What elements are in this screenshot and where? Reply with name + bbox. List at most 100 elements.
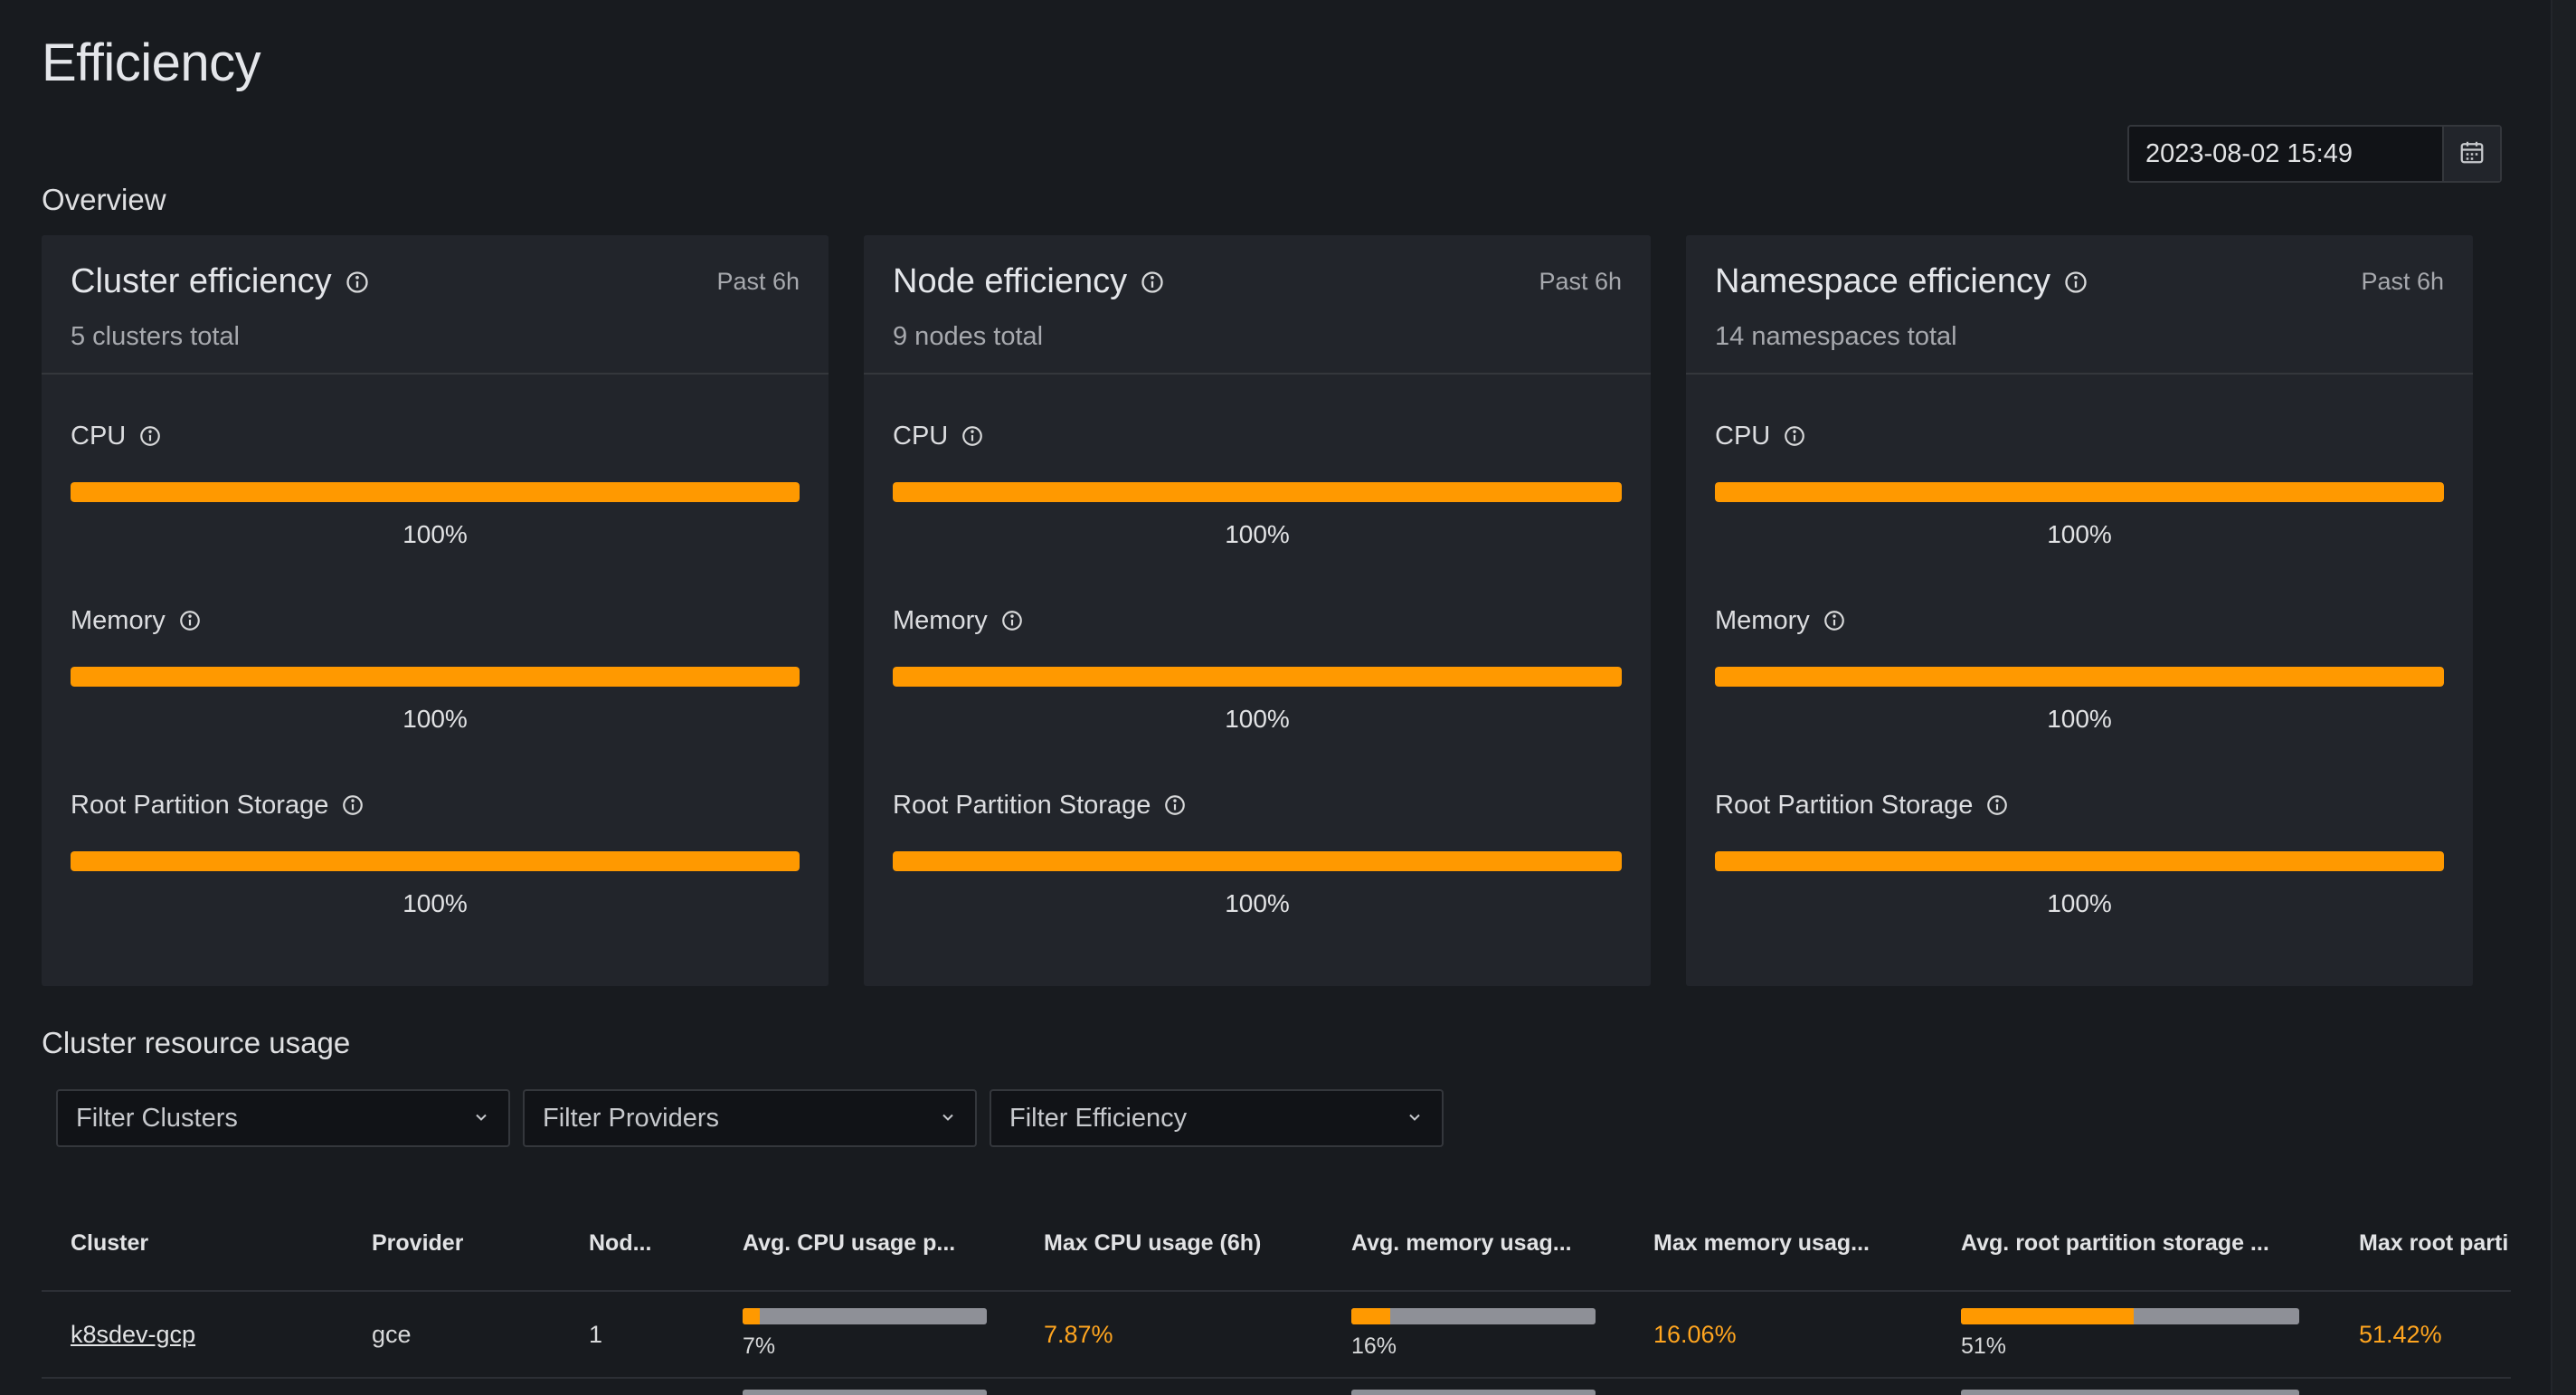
column-header-avg-cpu[interactable]: Avg. CPU usage p... xyxy=(743,1230,956,1256)
metric-label-row: CPU xyxy=(71,422,800,451)
metric-bar-fill xyxy=(893,851,1622,871)
metric-bar xyxy=(1715,851,2444,871)
metric-bar-fill xyxy=(1715,851,2444,871)
metric-label: Memory xyxy=(893,606,988,635)
metric-value: 100% xyxy=(2047,705,2112,733)
nodes-cell: 1 xyxy=(589,1321,603,1348)
column-header-provider[interactable]: Provider xyxy=(372,1230,464,1256)
node-efficiency-card: Node efficiency Past 6h 9 nodes total CP… xyxy=(864,235,1651,986)
card-subtitle: 14 namespaces total xyxy=(1715,322,1957,351)
card-title-row: Node efficiency xyxy=(893,262,1165,301)
avg-memory-value: 16% xyxy=(1351,1333,1397,1359)
info-icon[interactable] xyxy=(1000,609,1026,634)
card-header: Namespace efficiency Past 6h 14 namespac… xyxy=(1686,235,2473,375)
avg-root-storage-bar xyxy=(1961,1308,2299,1324)
metric-bar xyxy=(893,667,1622,687)
metric-bar xyxy=(1715,482,2444,502)
namespace-efficiency-card: Namespace efficiency Past 6h 14 namespac… xyxy=(1686,235,2473,986)
max-root-storage-value: 51.42% xyxy=(2359,1321,2442,1348)
avg-cpu-bar-fill xyxy=(743,1308,760,1324)
column-header-avg-root-storage[interactable]: Avg. root partition storage ... xyxy=(1961,1230,2269,1256)
info-icon[interactable] xyxy=(138,424,164,450)
metric-label-row: CPU xyxy=(893,422,1622,451)
avg-cpu-bar xyxy=(743,1390,987,1395)
column-header-avg-memory[interactable]: Avg. memory usag... xyxy=(1351,1230,1572,1256)
chevron-down-icon xyxy=(472,1104,490,1134)
avg-memory-bar xyxy=(1351,1308,1596,1324)
metric-bar-fill xyxy=(71,482,800,502)
metric-label-row: Memory xyxy=(71,606,800,636)
info-icon[interactable] xyxy=(1163,793,1189,819)
page-title: Efficiency xyxy=(42,33,261,92)
avg-root-storage-bar-fill xyxy=(1961,1308,2134,1324)
column-header-max-root-storage[interactable]: Max root parti xyxy=(2359,1230,2509,1256)
metric-bar-fill xyxy=(893,482,1622,502)
metric-bar-fill xyxy=(893,667,1622,687)
cpu-metric: CPU 100% xyxy=(1715,422,2444,549)
column-header-cluster[interactable]: Cluster xyxy=(71,1230,149,1256)
cpu-metric: CPU 100% xyxy=(893,422,1622,549)
max-memory-value: 16.06% xyxy=(1653,1321,1737,1348)
metric-bar xyxy=(71,482,800,502)
next-table-row-partial xyxy=(42,1381,2511,1395)
metric-label-row: Root Partition Storage xyxy=(71,791,800,821)
memory-metric: Memory 100% xyxy=(893,606,1622,734)
metric-bar xyxy=(893,482,1622,502)
metric-label: CPU xyxy=(1715,422,1771,451)
metric-value: 100% xyxy=(1225,520,1290,548)
table-row: k8sdev-gcp gce 1 7% 7.87% 16% 16.06% 51%… xyxy=(42,1294,2511,1379)
metric-label: Root Partition Storage xyxy=(1715,791,1974,820)
chevron-down-icon xyxy=(939,1104,957,1134)
info-icon[interactable] xyxy=(178,609,204,634)
avg-root-storage-value: 51% xyxy=(1961,1333,2007,1359)
avg-cpu-value: 7% xyxy=(743,1333,776,1359)
column-header-max-cpu[interactable]: Max CPU usage (6h) xyxy=(1044,1230,1262,1256)
card-title: Node efficiency xyxy=(893,262,1128,300)
card-header: Node efficiency Past 6h 9 nodes total xyxy=(864,235,1651,375)
card-time-range: Past 6h xyxy=(2361,268,2444,295)
cluster-efficiency-card: Cluster efficiency Past 6h 5 clusters to… xyxy=(42,235,829,986)
info-icon[interactable] xyxy=(341,793,366,819)
filter-providers-select[interactable]: Filter Providers xyxy=(523,1089,977,1147)
chevron-down-icon xyxy=(1406,1104,1424,1134)
filter-efficiency-select[interactable]: Filter Efficiency xyxy=(990,1089,1444,1147)
card-title-row: Namespace efficiency xyxy=(1715,262,2088,301)
filter-clusters-select[interactable]: Filter Clusters xyxy=(56,1089,510,1147)
card-header: Cluster efficiency Past 6h 5 clusters to… xyxy=(42,235,829,375)
info-icon[interactable] xyxy=(345,270,370,295)
date-picker[interactable]: 2023-08-02 15:49 xyxy=(2127,125,2502,183)
metric-bar xyxy=(71,667,800,687)
info-icon[interactable] xyxy=(1823,609,1848,634)
card-title: Cluster efficiency xyxy=(71,262,332,300)
metric-bar-fill xyxy=(1715,482,2444,502)
calendar-button[interactable] xyxy=(2442,127,2500,181)
info-icon[interactable] xyxy=(1985,793,2011,819)
metric-value: 100% xyxy=(1225,705,1290,733)
date-value[interactable]: 2023-08-02 15:49 xyxy=(2145,138,2353,168)
root-storage-metric: Root Partition Storage 100% xyxy=(1715,791,2444,918)
metric-label: CPU xyxy=(71,422,127,451)
resource-usage-section-title: Cluster resource usage xyxy=(42,1026,351,1059)
info-icon[interactable] xyxy=(2063,270,2088,295)
metric-bar-fill xyxy=(71,667,800,687)
provider-cell: gce xyxy=(372,1321,412,1348)
info-icon[interactable] xyxy=(1140,270,1165,295)
cpu-metric: CPU 100% xyxy=(71,422,800,549)
overview-section-title: Overview xyxy=(42,183,166,216)
metric-label: CPU xyxy=(893,422,949,451)
metric-bar xyxy=(1715,667,2444,687)
metric-bar-fill xyxy=(1715,667,2444,687)
column-header-nodes[interactable]: Nod... xyxy=(589,1230,652,1256)
info-icon[interactable] xyxy=(961,424,986,450)
avg-cpu-bar xyxy=(743,1308,987,1324)
card-subtitle: 9 nodes total xyxy=(893,322,1044,351)
metric-label-row: Memory xyxy=(893,606,1622,636)
metric-label: Memory xyxy=(1715,606,1810,635)
info-icon[interactable] xyxy=(1783,424,1808,450)
card-subtitle: 5 clusters total xyxy=(71,322,240,351)
cluster-link[interactable]: k8sdev-gcp xyxy=(71,1321,196,1348)
metric-value: 100% xyxy=(1225,889,1290,917)
avg-root-storage-bar xyxy=(1961,1390,2299,1395)
column-header-max-memory[interactable]: Max memory usag... xyxy=(1653,1230,1870,1256)
scrollbar-track[interactable] xyxy=(2551,0,2576,1395)
